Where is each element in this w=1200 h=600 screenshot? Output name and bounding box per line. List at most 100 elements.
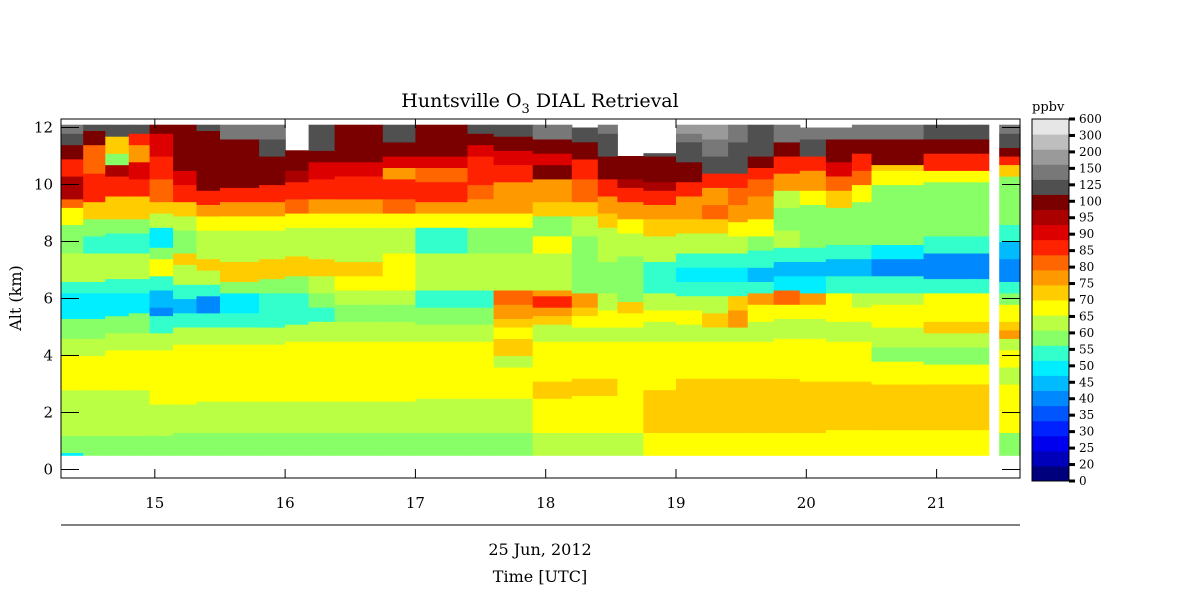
heatmap-cell-32-3: [999, 349, 1021, 368]
heatmap-cell-14-2: [467, 341, 495, 399]
heatmap-cell-0-12: [61, 176, 84, 200]
heatmap-cell-6-1: [196, 401, 221, 433]
heatmap-cell-15-1: [493, 398, 534, 433]
heatmap-cell-12-4: [382, 304, 416, 322]
heatmap-cell-26-8: [799, 247, 827, 262]
colorbar-bin-2: [1032, 435, 1069, 452]
heatmap-cell-18-10: [597, 195, 618, 214]
heatmap-cell-32-6: [999, 321, 1021, 331]
heatmap-cell-26-7: [799, 261, 827, 277]
heatmap-cell-22-7: [702, 267, 729, 282]
colorbar-bin-23: [1032, 119, 1069, 135]
colorbar-bin-1: [1032, 450, 1069, 467]
heatmap-cell-14-1: [467, 398, 495, 433]
heatmap-cell-19-4: [617, 312, 645, 328]
heatmap-cell-1-12: [83, 144, 106, 174]
heatmap-cell-8-6: [259, 278, 286, 294]
heatmap-cell-12-3: [382, 321, 416, 342]
heatmap-cell-31-12: [975, 170, 990, 183]
heatmap-cell-31-6: [975, 292, 990, 322]
x-tick-label-0: 15: [145, 494, 164, 512]
heatmap-cell-10-10: [308, 198, 336, 214]
colorbar-label-10: 65: [1079, 309, 1094, 323]
heatmap-cell-11-7: [334, 261, 384, 277]
heatmap-cell-11-3: [334, 321, 384, 342]
heatmap-cell-6-9: [196, 230, 221, 260]
heatmap-cell-4-8: [149, 258, 174, 277]
y-tick-label-1: 2: [43, 403, 53, 421]
heatmap-cell-22-8: [702, 252, 729, 268]
date-label: 25 Jun, 2012: [488, 540, 591, 559]
heatmap-cell-7-0: [220, 432, 260, 456]
heatmap-cell-27-5: [825, 292, 853, 311]
heatmap-cell-13-0: [415, 432, 469, 456]
heatmap-cell-28-0: [851, 429, 872, 456]
heatmap-cell-27-6: [825, 275, 853, 294]
colorbar-bin-22: [1032, 134, 1069, 150]
heatmap-cell-28-11: [851, 184, 872, 203]
heatmap-cell-14-6: [467, 252, 495, 291]
heatmap-cell-11-5: [334, 290, 384, 305]
heatmap-cell-32-2: [999, 366, 1021, 385]
heatmap-cell-0-4: [61, 338, 84, 357]
heatmap-cell-18-1: [597, 395, 618, 433]
heatmap-cell-8-7: [259, 258, 286, 280]
heatmap-cell-25-7: [773, 261, 801, 277]
heatmap-cell-25-15: [773, 124, 801, 143]
heatmap-cell-10-0: [308, 432, 336, 456]
heatmap-cell-22-12: [702, 187, 729, 206]
heatmap-cell-16-5: [532, 315, 573, 325]
chart-title-main: Huntsville O: [401, 90, 521, 112]
heatmap-cell-21-0: [676, 432, 703, 456]
heatmap-cell-25-13: [773, 156, 801, 174]
heatmap-cell-7-3: [220, 327, 260, 345]
heatmap-cell-15-8: [493, 290, 534, 305]
heatmap-cell-20-1: [643, 389, 677, 433]
colorbar-label-4: 35: [1079, 408, 1094, 422]
heatmap-cell-3-14: [128, 133, 151, 146]
heatmap-cell-0-10: [61, 207, 84, 225]
heatmap-cell-21-7: [676, 267, 703, 282]
heatmap-cell-5-1: [173, 403, 198, 433]
heatmap-cell-12-1: [382, 401, 416, 433]
heatmap-cell-15-4: [493, 338, 534, 357]
heatmap-cell-31-2: [975, 364, 990, 385]
heatmap-cell-21-11: [676, 195, 703, 220]
heatmap-cell-6-2: [196, 344, 221, 402]
heatmap-cell-28-9: [851, 227, 872, 245]
heatmap-cell-4-14: [149, 156, 174, 180]
heatmap-cell-27-8: [825, 244, 853, 260]
heatmap-cell-30-5: [923, 321, 977, 334]
heatmap-cell-3-6: [128, 278, 151, 294]
heatmap-cell-11-10: [334, 198, 384, 214]
heatmap-cell-29-11: [871, 184, 925, 228]
heatmap-cell-9-9: [285, 213, 310, 228]
heatmap-cell-28-1: [851, 381, 872, 431]
heatmap-cell-30-2: [923, 364, 977, 385]
heatmap-cell-22-4: [702, 312, 729, 328]
heatmap-cell-16-16: [532, 138, 573, 154]
colorbar-bin-9: [1032, 330, 1069, 346]
heatmap-cell-28-5: [851, 292, 872, 308]
heatmap-cell-17-2: [571, 378, 599, 396]
heatmap-cell-17-5: [571, 315, 599, 328]
heatmap-cell-9-10: [285, 198, 310, 214]
heatmap-cell-6-5: [196, 295, 221, 314]
heatmap-cell-27-0: [825, 429, 853, 456]
heatmap-cell-21-5: [676, 295, 703, 311]
heatmap-cell-4-16: [149, 124, 174, 134]
colorbar-bin-17: [1032, 209, 1069, 226]
heatmap-cell-13-8: [415, 213, 469, 228]
colorbar-label-8: 55: [1079, 342, 1094, 356]
heatmap-cell-31-1: [975, 384, 990, 431]
heatmap-cell-23-15: [728, 124, 749, 143]
heatmap-cell-13-2: [415, 341, 469, 399]
heatmap-cell-0-15: [61, 133, 84, 146]
heatmap-cell-25-1: [773, 378, 801, 433]
heatmap-cell-20-7: [643, 235, 677, 262]
heatmap-cell-28-2: [851, 341, 872, 382]
heatmap-cell-17-8: [571, 235, 599, 294]
heatmap-cell-9-8: [285, 227, 310, 257]
heatmap-cell-25-4: [773, 304, 801, 319]
heatmap-cell-14-7: [467, 227, 495, 254]
